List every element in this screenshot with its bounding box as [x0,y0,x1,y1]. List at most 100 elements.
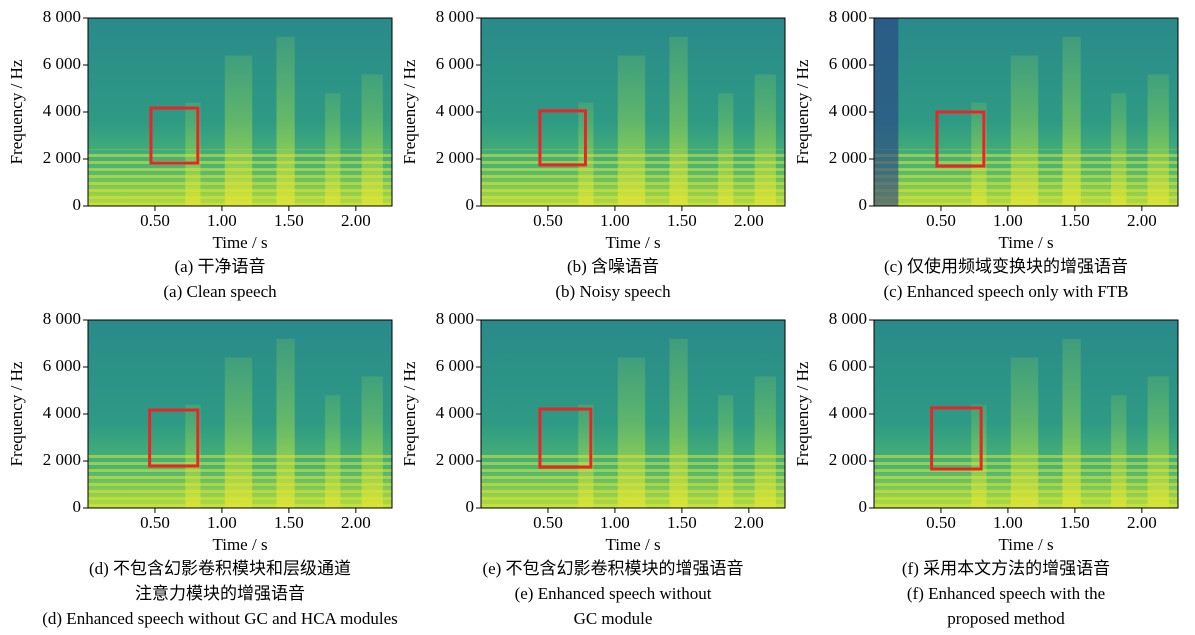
y-tick-label: 6 000 [436,54,474,73]
y-tick-label: 2 000 [436,148,474,167]
x-tick-label: 0.50 [926,513,956,532]
y-tick-label: 0 [73,195,82,214]
x-tick-label: 0.50 [140,513,170,532]
y-tick-label: 0 [859,497,868,516]
x-tick-label: 1.50 [667,513,697,532]
x-tick-label: 1.00 [207,513,237,532]
caption-cn: (f) 采用本文方法的增强语音 [902,559,1110,578]
y-tick-label: 0 [466,497,475,516]
x-axis-label: Time / s [212,233,267,252]
y-tick-label: 2 000 [43,148,81,167]
y-tick-label: 8 000 [43,309,81,328]
y-tick-label: 6 000 [43,356,81,375]
y-tick-label: 4 000 [829,403,867,422]
caption-cn: (d) 不包含幻影卷积模块和层级通道 [89,559,351,578]
spectrogram [88,18,392,206]
x-axis-label: Time / s [605,233,660,252]
x-tick-label: 1.00 [993,513,1023,532]
x-tick-label: 1.50 [274,513,304,532]
caption-en: (e) Enhanced speech without [515,584,712,603]
x-axis-label: Time / s [998,233,1053,252]
caption-cn: (a) 干净语音 [174,257,265,276]
y-tick-label: 2 000 [829,450,867,469]
highlight-box [148,408,200,468]
y-tick-label: 2 000 [829,148,867,167]
x-tick-label: 0.50 [926,211,956,230]
highlight-box [930,406,983,471]
spectrogram-texture [874,451,1178,508]
spectrogram-texture [88,149,392,206]
x-tick-label: 1.00 [993,211,1023,230]
caption-en: proposed method [947,609,1065,628]
x-tick-label: 2.00 [341,513,371,532]
x-tick-label: 1.00 [600,513,630,532]
y-axis-label: Frequency / Hz [793,361,812,466]
x-tick-label: 2.00 [1127,513,1157,532]
spectrogram-texture [874,18,899,206]
x-tick-label: 0.50 [533,513,563,532]
y-tick-label: 6 000 [829,356,867,375]
y-tick-label: 4 000 [436,101,474,120]
caption-en: (a) Clean speech [163,282,277,301]
y-tick-label: 4 000 [43,101,81,120]
y-axis-label: Frequency / Hz [7,59,26,164]
y-tick-label: 0 [859,195,868,214]
x-tick-label: 2.00 [734,513,764,532]
spectrogram-texture [481,149,785,206]
spectrogram-texture [874,149,1178,206]
x-tick-label: 0.50 [140,211,170,230]
y-axis-label: Frequency / Hz [7,361,26,466]
caption-en: (c) Enhanced speech only with FTB [883,282,1128,301]
x-tick-label: 1.50 [667,211,697,230]
x-tick-label: 2.00 [1127,211,1157,230]
y-axis-label: Frequency / Hz [793,59,812,164]
y-tick-label: 4 000 [436,403,474,422]
x-tick-label: 2.00 [734,211,764,230]
x-tick-label: 2.00 [341,211,371,230]
x-axis-label: Time / s [212,535,267,554]
y-tick-label: 8 000 [43,7,81,26]
y-tick-label: 8 000 [829,309,867,328]
spectrogram [874,320,1178,508]
caption-cn: (c) 仅使用频域变换块的增强语音 [884,256,1128,276]
caption-en: (d) Enhanced speech without GC and HCA m… [42,609,398,628]
y-tick-label: 6 000 [43,54,81,73]
y-tick-label: 2 000 [43,450,81,469]
caption-cn: (e) 不包含幻影卷积模块的增强语音 [482,559,743,578]
highlight-box [538,109,587,167]
y-tick-label: 6 000 [436,356,474,375]
spectrogram [481,320,785,508]
y-axis-label: Frequency / Hz [400,59,419,164]
x-tick-label: 1.50 [1060,211,1090,230]
highlight-box [538,407,593,469]
y-tick-label: 0 [73,497,82,516]
y-tick-label: 6 000 [829,54,867,73]
y-tick-label: 4 000 [829,101,867,120]
x-axis-label: Time / s [998,535,1053,554]
x-tick-label: 0.50 [533,211,563,230]
highlight-box [935,110,986,168]
caption-en: (b) Noisy speech [555,282,671,301]
highlight-box [149,106,200,165]
x-axis-label: Time / s [605,535,660,554]
x-tick-label: 1.50 [274,211,304,230]
x-tick-label: 1.00 [207,211,237,230]
y-tick-label: 4 000 [43,403,81,422]
caption-cn: 注意力模块的增强语音 [135,584,305,603]
caption-en: (f) Enhanced speech with the [907,584,1105,603]
caption-en: GC module [574,609,653,628]
y-tick-label: 8 000 [829,7,867,26]
y-tick-label: 0 [466,195,475,214]
caption-cn: (b) 含噪语音 [567,257,659,276]
spectrogram [88,320,392,508]
spectrogram-texture [481,451,785,508]
spectrogram [481,18,785,206]
y-tick-label: 2 000 [436,450,474,469]
y-tick-label: 8 000 [436,7,474,26]
x-tick-label: 1.00 [600,211,630,230]
spectrogram-texture [88,451,392,508]
spectrogram [874,18,1178,206]
x-tick-label: 1.50 [1060,513,1090,532]
